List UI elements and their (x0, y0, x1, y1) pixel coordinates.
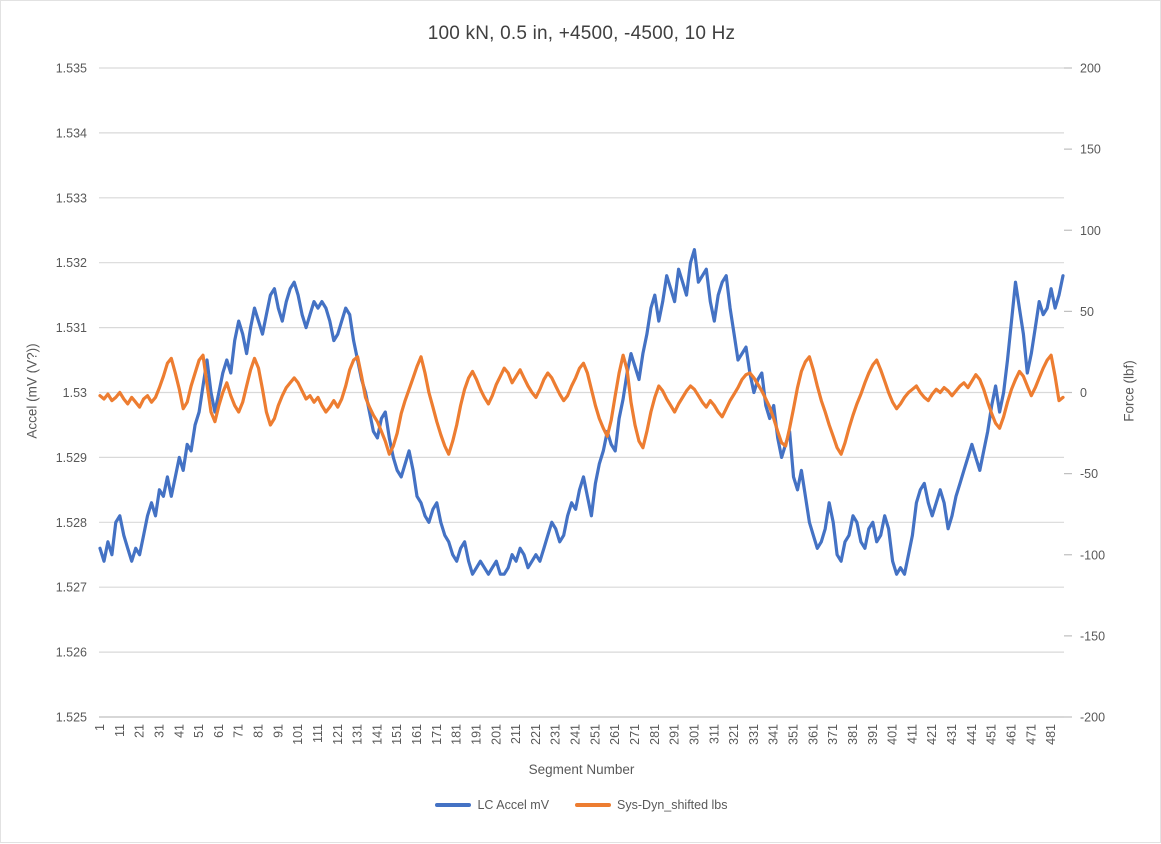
x-tick-label: 351 (787, 724, 801, 745)
y-right-tick-labels: 200 150 100 50 0 -50 -100 -150 -200 (1064, 62, 1105, 725)
y-right-tick-label: 50 (1080, 305, 1094, 319)
x-tick-label: 461 (1004, 724, 1018, 745)
x-tick-label: 101 (291, 724, 305, 745)
x-tick-label: 161 (410, 724, 424, 745)
sys-dyn-line-swatch (575, 802, 612, 808)
x-tick-label: 371 (826, 724, 840, 745)
y-left-axis-title: Accel (mV (V?)) (24, 343, 40, 439)
x-tick-label: 271 (628, 724, 642, 745)
y-right-tick-label: -50 (1080, 467, 1098, 481)
y-left-tick-label: 1.528 (56, 516, 87, 530)
x-tick-label: 1 (93, 724, 107, 731)
x-tick-label: 21 (133, 724, 147, 738)
y-left-tick-labels: 1.535 1.534 1.533 1.532 1.531 1.53 1.529 1.528 1… (56, 62, 87, 725)
y-left-tick-label: 1.531 (56, 321, 87, 335)
x-tick-label: 51 (192, 724, 206, 738)
x-tick-label: 421 (925, 724, 939, 745)
y-left-tick-label: 1.532 (56, 256, 87, 270)
x-tick-label: 11 (113, 724, 127, 737)
chart-title: 100 kN, 0.5 in, +4500, -4500, 10 Hz (427, 23, 736, 44)
x-tick-label: 41 (172, 724, 186, 738)
y-right-tick-label: -200 (1080, 711, 1105, 725)
series-line-lc-accel[interactable] (98, 248, 1065, 576)
y-right-tick-label: 0 (1080, 386, 1087, 400)
y-left-tick-label: 1.526 (56, 646, 87, 660)
y-left-tick-label: 1.53 (63, 386, 87, 400)
x-tick-label: 151 (390, 724, 404, 745)
legend: LC Accel mV Sys-Dyn_shifted lbs (1, 798, 1161, 812)
x-tick-label: 361 (806, 724, 820, 745)
x-tick-label: 121 (331, 724, 345, 745)
legend-label-sys-dyn: Sys-Dyn_shifted lbs (617, 798, 728, 812)
y-right-axis-title: Force (lbf) (1121, 360, 1137, 422)
x-tick-label: 191 (469, 724, 483, 745)
x-tick-label: 91 (271, 724, 285, 738)
gridlines (99, 67, 1064, 718)
x-tick-label: 231 (549, 724, 563, 745)
x-tick-label: 481 (1044, 724, 1058, 745)
y-right-tick-label: 150 (1080, 143, 1101, 157)
y-left-tick-label: 1.535 (56, 62, 87, 76)
x-tick-label: 71 (232, 724, 246, 738)
x-tick-label: 221 (529, 724, 543, 745)
x-tick-label: 321 (727, 724, 741, 745)
x-tick-label: 31 (152, 724, 166, 738)
x-tick-label: 171 (430, 724, 444, 745)
y-right-tick-label: -100 (1080, 548, 1105, 562)
x-tick-label: 261 (608, 724, 622, 745)
y-right-tick-label: -150 (1080, 629, 1105, 643)
legend-label-lc-accel: LC Accel mV (477, 798, 550, 812)
x-tick-label: 201 (489, 724, 503, 745)
x-tick-label: 81 (252, 724, 266, 738)
legend-item-lc-accel[interactable]: LC Accel mV (435, 798, 549, 812)
x-tick-label: 411 (905, 724, 919, 744)
lc-accel-line-swatch (435, 802, 472, 808)
x-tick-label: 431 (945, 724, 959, 745)
x-tick-label: 341 (767, 724, 781, 745)
x-tick-label: 111 (311, 724, 325, 743)
x-axis-title: Segment Number (528, 762, 635, 777)
x-tick-label: 131 (351, 724, 365, 745)
y-left-tick-label: 1.529 (56, 451, 87, 465)
x-tick-label: 441 (965, 724, 979, 745)
series-line-sys-dyn[interactable] (98, 353, 1065, 456)
x-tick-labels: 1 11 21 31 41 51 61 71 81 91 101 111 121 131 141 151 161… (93, 724, 1058, 745)
x-tick-label: 391 (866, 724, 880, 745)
x-tick-label: 311 (707, 724, 721, 744)
x-tick-label: 381 (846, 724, 860, 745)
y-left-tick-label: 1.533 (56, 191, 87, 205)
y-right-tick-label: 200 (1080, 62, 1101, 76)
x-tick-label: 141 (370, 724, 384, 745)
y-right-tick-label: 100 (1080, 224, 1101, 238)
x-tick-label: 451 (985, 724, 999, 745)
x-tick-label: 61 (212, 724, 226, 738)
x-tick-label: 181 (450, 724, 464, 745)
legend-item-sys-dyn[interactable]: Sys-Dyn_shifted lbs (575, 798, 728, 812)
x-tick-label: 331 (747, 724, 761, 745)
x-tick-label: 251 (588, 724, 602, 745)
y-left-tick-label: 1.525 (56, 711, 87, 725)
x-tick-label: 241 (569, 724, 583, 745)
x-tick-label: 401 (886, 724, 900, 745)
x-tick-label: 281 (648, 724, 662, 745)
x-tick-label: 211 (509, 724, 523, 744)
x-tick-label: 301 (687, 724, 701, 745)
y-left-tick-label: 1.534 (56, 126, 87, 140)
y-left-tick-label: 1.527 (56, 581, 87, 595)
x-tick-label: 291 (668, 724, 682, 745)
x-tick-label: 471 (1024, 724, 1038, 745)
